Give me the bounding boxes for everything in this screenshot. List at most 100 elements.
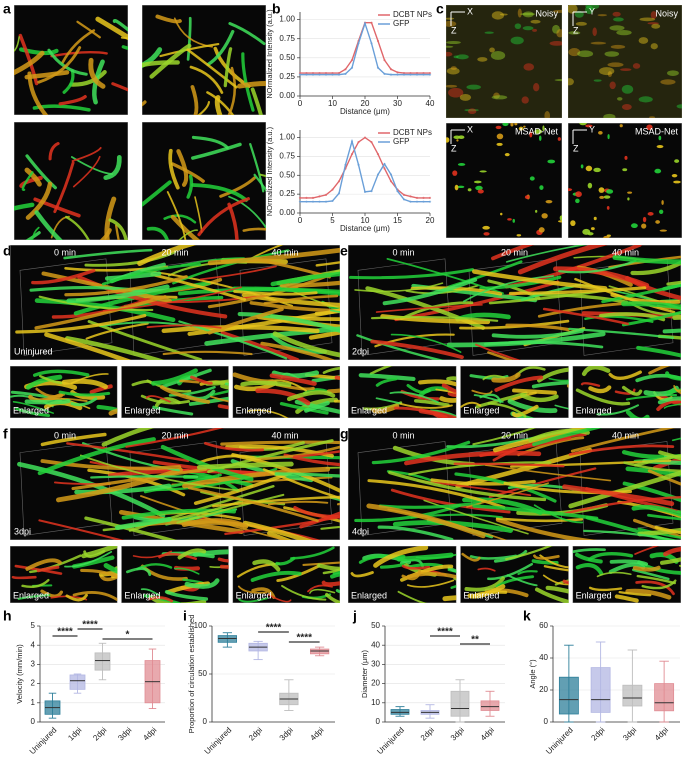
panel-label: f xyxy=(3,426,8,442)
significance-label: **** xyxy=(266,623,282,634)
vessel xyxy=(450,584,457,589)
box xyxy=(622,684,643,707)
vessel xyxy=(191,142,242,160)
condition-label: 2dpi xyxy=(352,346,369,356)
vessel xyxy=(14,202,35,211)
vessel xyxy=(625,409,650,418)
vessel xyxy=(286,390,336,402)
blob xyxy=(467,108,477,115)
vessel xyxy=(197,101,210,115)
y-tick-label: 40 xyxy=(371,640,380,649)
vessel xyxy=(260,341,336,360)
x-tick-label: 3dpi xyxy=(116,725,133,742)
significance-label: **** xyxy=(296,633,312,644)
y-tick-label: 0.25 xyxy=(279,72,295,81)
vessel xyxy=(375,304,483,313)
vessel xyxy=(479,393,502,404)
vessel xyxy=(453,576,457,581)
vessel xyxy=(120,36,128,40)
vessel xyxy=(294,399,341,414)
vessel xyxy=(517,245,608,275)
vessel xyxy=(92,59,105,105)
axis-glyph-label: Z xyxy=(451,25,457,35)
blob xyxy=(568,188,573,192)
y-axis-label: Diameter (μm) xyxy=(360,649,369,698)
y-tick-label: 20 xyxy=(371,679,380,688)
x-tick-label: 5 xyxy=(330,216,335,225)
x-tick-label: 30 xyxy=(393,99,402,108)
vessel xyxy=(663,546,682,557)
vessel xyxy=(562,484,675,507)
vessel xyxy=(37,437,156,476)
vessel xyxy=(495,517,598,540)
microscopy-image xyxy=(14,5,128,115)
enlarged-label: Enlarged xyxy=(463,405,499,415)
vessel xyxy=(324,592,341,603)
vessel xyxy=(330,309,340,313)
vessel xyxy=(191,135,229,150)
vessel xyxy=(418,408,457,418)
vessel xyxy=(334,375,341,380)
image-background xyxy=(446,123,562,238)
vessel xyxy=(31,226,40,240)
x-tick-label: 3dpi xyxy=(449,725,466,742)
microscopy-image xyxy=(460,546,569,603)
vessel xyxy=(581,366,611,377)
vessel xyxy=(142,180,172,208)
x-tick-label: 2dpi xyxy=(589,725,606,742)
blob xyxy=(535,209,538,213)
vessel xyxy=(71,467,207,491)
vessel xyxy=(74,483,172,495)
panel-label: d xyxy=(3,243,12,259)
blob xyxy=(607,134,610,140)
blob xyxy=(603,195,611,199)
vessel xyxy=(142,60,180,68)
y-tick-label: 2 xyxy=(31,679,36,688)
vessel xyxy=(14,50,45,76)
significance-label: **** xyxy=(57,627,73,638)
vessel xyxy=(259,173,266,178)
vessel xyxy=(24,70,70,80)
vessel xyxy=(192,549,229,557)
vessel xyxy=(279,280,340,288)
y-tick-label: 0.50 xyxy=(279,170,295,179)
vessel xyxy=(631,568,670,581)
vessel xyxy=(146,226,169,240)
vessel xyxy=(477,567,496,572)
vessel xyxy=(219,564,229,569)
vessel xyxy=(657,396,682,405)
blob xyxy=(554,79,562,82)
vessel xyxy=(377,525,454,540)
vessel xyxy=(25,181,53,220)
x-tick-label: 4dpi xyxy=(479,725,496,742)
vessel xyxy=(406,572,457,579)
blob xyxy=(654,168,662,174)
blob xyxy=(539,185,544,190)
vessel xyxy=(204,326,340,346)
panel-label: g xyxy=(340,426,349,442)
blob xyxy=(651,23,661,29)
vessel xyxy=(217,557,229,563)
vessel xyxy=(370,339,464,360)
condition-label: Uninjured xyxy=(14,346,53,356)
axis-glyph xyxy=(450,11,465,26)
time-label: 40 min xyxy=(271,247,298,257)
blob xyxy=(507,218,512,221)
vessel xyxy=(220,384,229,390)
vessel xyxy=(375,377,398,387)
y-tick-label: 0.75 xyxy=(279,34,295,43)
blob xyxy=(617,97,623,101)
vessel xyxy=(219,176,256,198)
legend-label: DCBT NPs xyxy=(393,128,432,137)
series-line xyxy=(300,21,430,74)
blob xyxy=(590,41,607,45)
vessel xyxy=(545,585,569,594)
vessel xyxy=(315,261,340,267)
condition-label: 4dpi xyxy=(352,526,369,536)
legend-label: GFP xyxy=(393,19,409,28)
vessel xyxy=(367,479,506,509)
time-label: 40 min xyxy=(612,247,639,257)
blob xyxy=(496,133,504,140)
vessel xyxy=(170,214,201,240)
blob xyxy=(575,198,580,204)
